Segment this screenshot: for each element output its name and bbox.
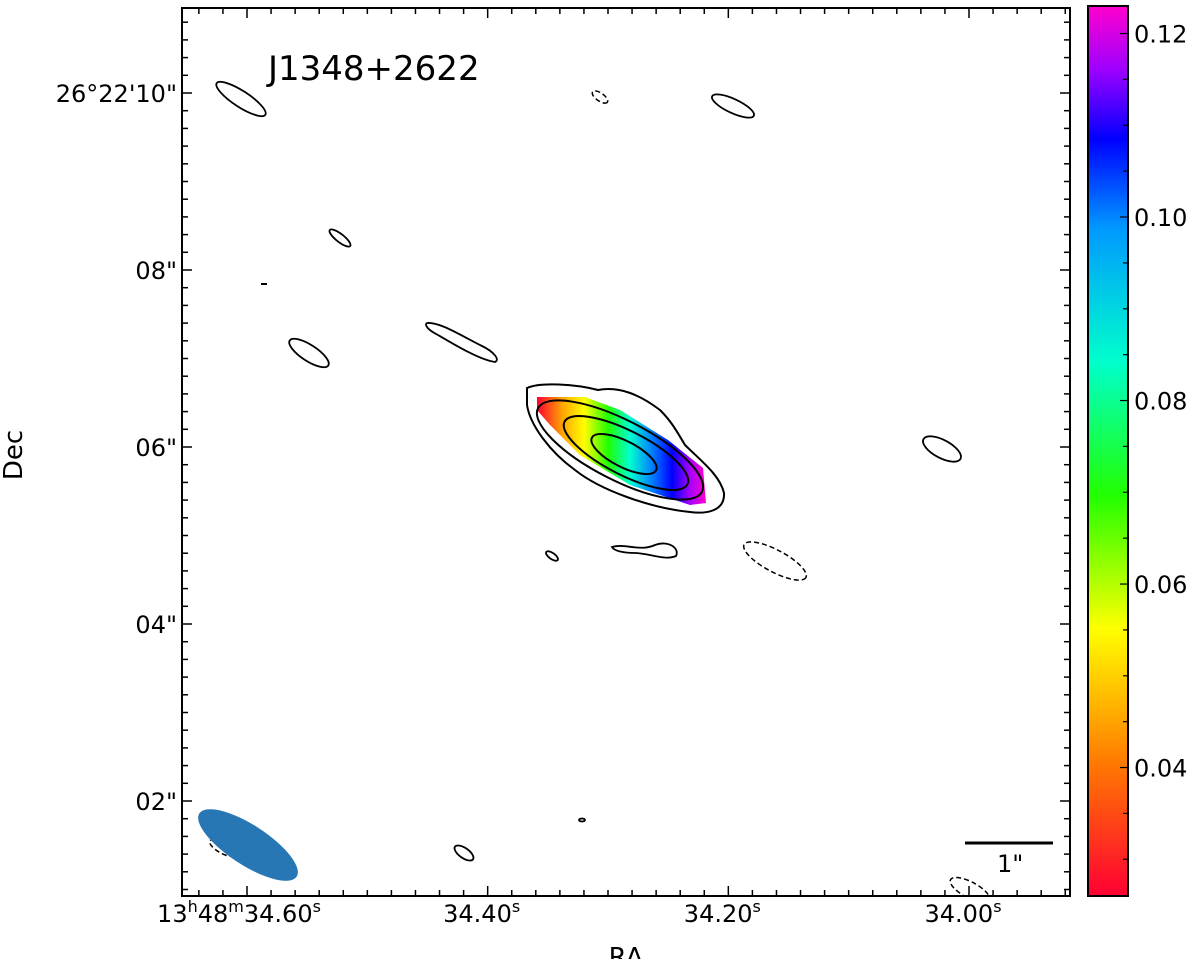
noise-contour (215, 80, 267, 118)
y-tick-label: 06" (135, 434, 177, 462)
contour-level-3 (562, 415, 690, 491)
colorbar-tick-label: 0.08 (1134, 388, 1187, 416)
noise-contour (610, 542, 678, 559)
source-map (198, 80, 991, 896)
noise-contour (545, 550, 559, 562)
y-tick-label: 02" (135, 788, 177, 816)
x-tick-label: 34.20s (684, 897, 761, 928)
noise-contour (328, 228, 352, 248)
chart-title: J1348+2622 (266, 49, 480, 89)
noise-contour (453, 844, 475, 862)
x-axis-label: RA (609, 943, 644, 959)
x-axis-ticks: 13h48m34.60s 34.40s 34.20s 34.00s (157, 8, 1067, 928)
colorbar-ticks: 0.04 0.06 0.08 0.10 0.12 (1120, 21, 1187, 860)
colorbar-tick-label: 0.12 (1134, 21, 1187, 49)
colorbar-tick-label: 0.06 (1134, 571, 1187, 599)
negative-contours (208, 90, 991, 896)
x-tick-label: 34.40s (443, 897, 520, 928)
scale-bar-label: 1" (997, 850, 1023, 878)
colorbar-tick-label: 0.10 (1134, 204, 1187, 232)
y-tick-label: 26°22'10" (56, 80, 177, 108)
source-emission-pixels (537, 397, 706, 505)
colorbar-tick-label: 0.04 (1134, 755, 1187, 783)
y-axis-label: Dec (0, 430, 29, 480)
y-tick-label: 04" (135, 611, 177, 639)
contour-levels (526, 383, 726, 514)
noise-contour (288, 337, 330, 369)
noise-contour (578, 817, 586, 823)
contour-level-2 (535, 399, 705, 501)
noise-contour (711, 93, 755, 119)
contour-outer (526, 383, 726, 514)
x-tick-label: 34.00s (924, 897, 1001, 928)
noise-contour (425, 322, 498, 363)
negative-contour (742, 541, 808, 581)
plot-frame (181, 7, 1071, 897)
y-axis-ticks: 26°22'10" 08" 06" 04" 02" (56, 21, 1070, 891)
y-tick-label: 08" (135, 257, 177, 285)
negative-contour (949, 876, 991, 896)
x-tick-label: 13h48m34.60s (157, 897, 321, 928)
noise-contours (215, 80, 962, 862)
colorbar (1087, 5, 1129, 897)
negative-contour (591, 90, 609, 104)
noise-contour (922, 435, 962, 463)
beam-ellipse (198, 809, 298, 881)
contour-level-4 (590, 432, 658, 476)
